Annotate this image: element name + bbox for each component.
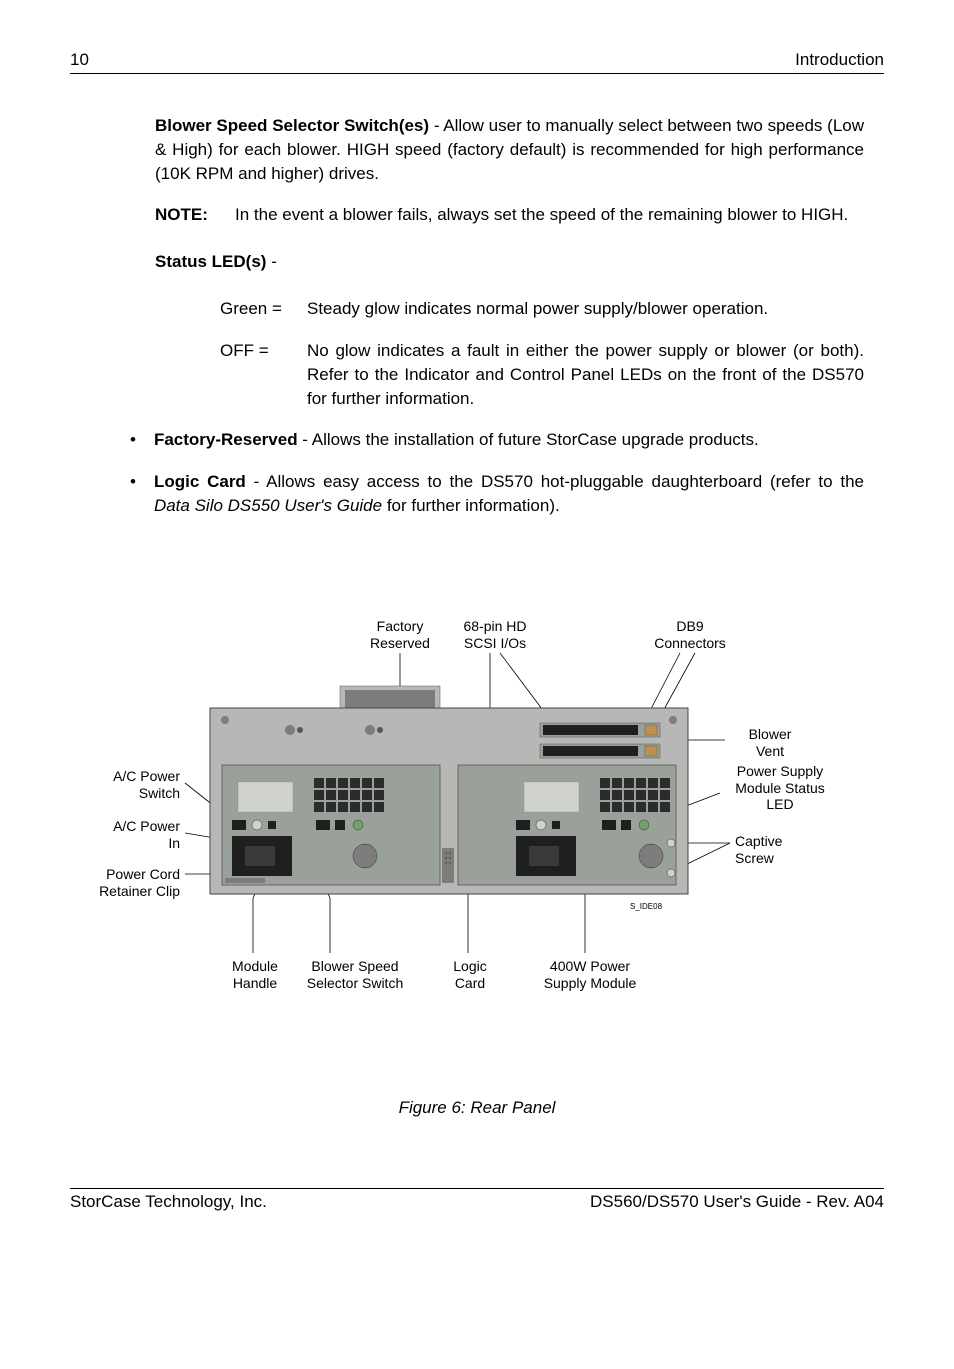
- green-text: Steady glow indicates normal power suppl…: [307, 297, 864, 321]
- note-text: In the event a blower fails, always set …: [235, 203, 864, 227]
- note-row: NOTE: In the event a blower fails, alway…: [155, 203, 864, 227]
- page-footer: StorCase Technology, Inc. DS560/DS570 Us…: [70, 1188, 884, 1212]
- green-label: Green =: [220, 297, 295, 321]
- section-title: Introduction: [795, 50, 884, 70]
- footer-left: StorCase Technology, Inc.: [70, 1192, 267, 1212]
- blower-title: Blower Speed Selector Switch(es): [155, 116, 429, 135]
- logic-title: Logic Card: [154, 472, 246, 491]
- off-label: OFF =: [220, 339, 295, 410]
- figure-area: FactoryReserved 68-pin HDSCSI I/Os DB9Co…: [70, 618, 884, 1038]
- page-header: 10 Introduction: [70, 50, 884, 74]
- logic-text: Logic Card - Allows easy access to the D…: [154, 470, 864, 518]
- status-heading: Status LED(s) -: [155, 252, 864, 272]
- note-label: NOTE:: [155, 203, 215, 227]
- green-row: Green = Steady glow indicates normal pow…: [220, 297, 864, 321]
- status-dash: -: [266, 252, 276, 271]
- page-number: 10: [70, 50, 89, 70]
- blower-paragraph: Blower Speed Selector Switch(es) - Allow…: [155, 114, 864, 185]
- off-row: OFF = No glow indicates a fault in eithe…: [220, 339, 864, 410]
- factory-text: Factory-Reserved - Allows the installati…: [154, 428, 864, 452]
- off-text: No glow indicates a fault in either the …: [307, 339, 864, 410]
- bullet-icon: •: [130, 470, 136, 518]
- factory-title: Factory-Reserved: [154, 430, 298, 449]
- factory-bullet: • Factory-Reserved - Allows the installa…: [130, 428, 864, 452]
- figure-caption: Figure 6: Rear Panel: [70, 1098, 884, 1118]
- status-title: Status LED(s): [155, 252, 266, 271]
- logic-bullet: • Logic Card - Allows easy access to the…: [130, 470, 864, 518]
- content-area: Blower Speed Selector Switch(es) - Allow…: [70, 114, 884, 518]
- rear-panel-diagram: [70, 618, 884, 1038]
- footer-right: DS560/DS570 User's Guide - Rev. A04: [590, 1192, 884, 1212]
- bullet-icon: •: [130, 428, 136, 452]
